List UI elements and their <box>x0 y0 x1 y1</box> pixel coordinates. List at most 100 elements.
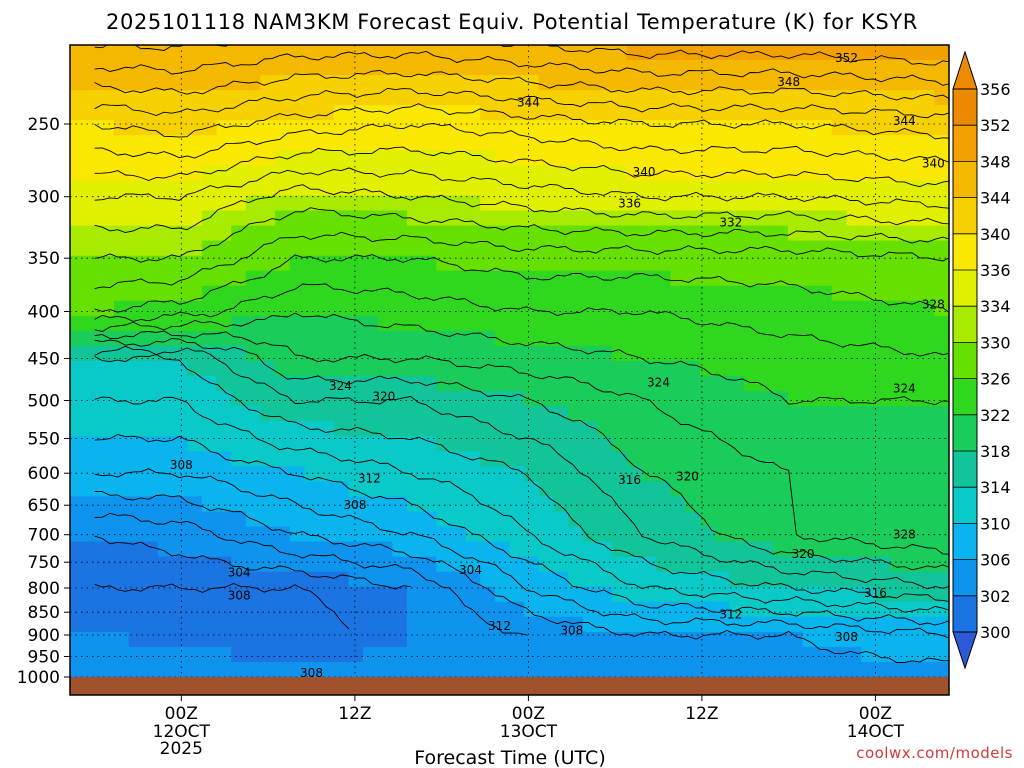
field-cell <box>729 496 745 512</box>
field-cell <box>831 240 848 257</box>
field-cell <box>612 646 628 663</box>
field-cell <box>524 210 540 227</box>
field-cell <box>597 616 613 633</box>
field-cell <box>319 270 335 287</box>
field-cell <box>172 346 188 362</box>
field-cell <box>143 541 159 558</box>
field-cell <box>524 361 540 377</box>
field-cell <box>919 45 935 61</box>
field-cell <box>758 421 774 437</box>
field-cell <box>304 436 320 452</box>
field-cell <box>260 511 276 528</box>
field-cell <box>568 120 584 136</box>
field-cell <box>421 225 437 242</box>
field-cell <box>890 631 906 648</box>
field-cell <box>377 150 393 166</box>
field-cell <box>201 300 218 317</box>
field-cell <box>70 120 86 136</box>
field-cell <box>875 496 891 512</box>
field-cell <box>114 451 130 467</box>
field-cell <box>568 330 584 347</box>
y-tick-label: 350 <box>28 249 60 269</box>
field-cell <box>363 526 379 543</box>
field-cell <box>377 120 393 136</box>
field-cell <box>714 180 730 196</box>
field-cell <box>582 586 598 603</box>
field-cell <box>787 436 804 452</box>
field-cell <box>172 436 188 452</box>
field-cell <box>538 526 555 543</box>
field-cell <box>70 346 86 362</box>
colorbar-swatch <box>953 559 977 597</box>
field-cell <box>114 466 130 482</box>
contour-lines <box>94 45 949 663</box>
field-cell <box>70 270 86 287</box>
field-cell <box>875 75 891 91</box>
colorbar-label: 356 <box>980 80 1011 99</box>
field-cell <box>934 662 949 677</box>
field-cell <box>641 330 657 347</box>
field-cell <box>289 270 305 287</box>
field-cell <box>582 662 598 677</box>
field-cell <box>714 496 730 512</box>
field-cell <box>348 240 364 257</box>
field-cell <box>597 361 613 377</box>
field-cell <box>700 180 716 196</box>
field-cell <box>157 601 174 618</box>
field-cell <box>275 75 291 91</box>
field-cell <box>641 120 657 136</box>
field-cell <box>201 526 218 543</box>
field-cell <box>392 421 408 437</box>
field-cell <box>172 406 188 422</box>
field-cell <box>875 105 891 121</box>
field-cell <box>187 391 203 407</box>
field-cell <box>84 496 100 512</box>
field-cell <box>231 556 247 573</box>
field-cell <box>377 406 393 422</box>
field-cell <box>509 511 525 528</box>
field-cell <box>582 195 598 212</box>
field-cell <box>450 240 467 257</box>
field-cell <box>304 75 320 91</box>
field-cell <box>157 556 174 573</box>
field-cell <box>817 616 833 633</box>
field-cell <box>787 526 804 543</box>
field-cell <box>641 376 657 392</box>
field-cell <box>758 616 774 633</box>
y-tick-label: 450 <box>28 350 60 370</box>
field-cell <box>157 150 174 166</box>
field-cell <box>260 631 276 648</box>
chart-title: 2025101118 NAM3KM Forecast Equiv. Potent… <box>106 10 918 34</box>
field-cell <box>890 195 906 212</box>
field-cell <box>846 165 862 181</box>
field-cell <box>670 451 686 467</box>
field-cell <box>626 556 642 573</box>
field-cell <box>758 270 774 287</box>
field-cell <box>934 616 949 633</box>
field-cell <box>597 421 613 437</box>
field-cell <box>114 361 130 377</box>
field-cell <box>641 60 657 76</box>
field-cell <box>817 210 833 227</box>
field-cell <box>568 631 584 648</box>
field-cell <box>773 376 789 392</box>
field-cell <box>494 180 511 196</box>
field-cell <box>377 165 393 181</box>
field-cell <box>363 240 379 257</box>
field-cell <box>846 541 862 558</box>
field-cell <box>817 180 833 196</box>
field-cell <box>685 255 701 272</box>
field-cell <box>363 616 379 633</box>
field-cell <box>582 210 598 227</box>
field-cell <box>319 646 335 663</box>
field-cell <box>319 421 335 437</box>
field-cell <box>450 421 467 437</box>
field-cell <box>919 662 935 677</box>
field-cell <box>245 526 261 543</box>
field-cell <box>934 406 949 422</box>
field-cell <box>157 496 174 512</box>
field-cell <box>656 541 672 558</box>
contour-label: 312 <box>719 608 742 622</box>
field-cell <box>875 60 891 76</box>
field-cell <box>99 466 115 482</box>
